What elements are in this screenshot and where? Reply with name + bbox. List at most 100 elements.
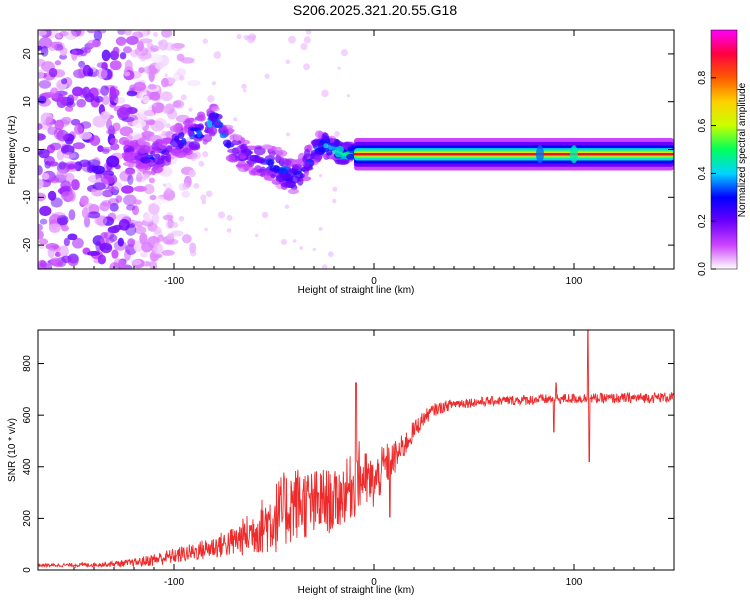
- signal-blob: [314, 130, 324, 139]
- signal-blob: [223, 142, 235, 148]
- snr-y-tick-label: 0: [22, 567, 33, 573]
- noise-speck: [193, 151, 202, 159]
- noise-blob: [47, 41, 57, 51]
- noise-blob: [109, 202, 119, 212]
- noise-blob: [111, 249, 119, 259]
- colorbar: 0.0 0.2 0.4 0.6 0.8 Normalized spectral ampl…: [697, 29, 748, 276]
- signal-blob: [126, 134, 133, 141]
- signal-blob: [267, 159, 274, 168]
- noise-blob: [109, 60, 122, 71]
- signal-blob: [335, 150, 341, 158]
- noise-blob: [82, 86, 91, 99]
- noise-blob: [109, 138, 119, 145]
- noise-speck: [233, 117, 238, 122]
- noise-blob: [89, 135, 101, 146]
- noise-speck: [241, 83, 247, 90]
- noise-blob: [71, 179, 80, 191]
- signal-blob: [233, 134, 242, 141]
- colorbar-scale: [710, 29, 738, 270]
- snr-axes: -100 0 100 0 200 400 600 800: [22, 330, 675, 588]
- noise-blob: [73, 124, 83, 135]
- noise-blob: [100, 174, 115, 185]
- noise-blob: [38, 133, 46, 141]
- snr-frame: [37, 329, 675, 571]
- signal-blob: [268, 151, 276, 157]
- noise-speck: [318, 226, 323, 231]
- noise-blob: [138, 67, 145, 74]
- noise-blob: [148, 202, 160, 215]
- noise-blob: [187, 79, 201, 87]
- page-title: S206.2025.321.20.55.G18: [292, 2, 458, 18]
- noise-blob: [76, 49, 84, 57]
- noise-blob: [66, 94, 75, 106]
- signal-blob: [240, 143, 248, 153]
- noise-blob: [143, 183, 155, 195]
- signal-blob: [219, 132, 228, 139]
- noise-speck: [303, 63, 310, 71]
- signal-blob: [175, 153, 187, 159]
- spectrogram-y-tick-label: 10: [22, 96, 33, 108]
- noise-blob: [51, 258, 64, 267]
- signal-blob: [334, 138, 341, 148]
- noise-blob: [109, 234, 118, 242]
- colorbar-title: Normalized spectral amplitude: [737, 82, 748, 217]
- noise-speck: [236, 34, 242, 40]
- noise-speck: [152, 102, 157, 107]
- noise-blob: [113, 96, 126, 104]
- signal-blob: [188, 117, 195, 122]
- noise-blob: [38, 45, 43, 51]
- noise-blob: [150, 45, 160, 52]
- signal-blob: [214, 120, 221, 126]
- noise-speck: [312, 247, 316, 252]
- signal-blob: [182, 147, 192, 154]
- noise-blob: [155, 62, 164, 70]
- signal-blob: [178, 142, 184, 149]
- signal-blob: [227, 148, 239, 154]
- noise-blob: [133, 240, 143, 253]
- noise-blob: [115, 195, 123, 203]
- noise-blob: [143, 213, 154, 222]
- noise-speck: [200, 194, 207, 201]
- noise-blob: [150, 54, 163, 63]
- noise-blob: [67, 233, 78, 241]
- noise-blob: [96, 68, 108, 80]
- noise-blob: [105, 237, 115, 244]
- signal-blob: [302, 155, 308, 163]
- noise-blob: [41, 172, 50, 180]
- noise-blob: [38, 230, 44, 240]
- noise-blob: [54, 119, 65, 131]
- noise-speck: [243, 89, 247, 93]
- noise-blob: [81, 207, 89, 219]
- signal-blob: [197, 111, 206, 118]
- noise-blob: [140, 109, 155, 121]
- snr-y-tick-label: 400: [22, 458, 33, 475]
- noise-blob: [78, 131, 93, 140]
- signal-blob: [154, 153, 161, 159]
- spectrogram-y-tick-label: -20: [22, 237, 33, 252]
- noise-speck: [161, 130, 167, 137]
- noise-speck: [182, 182, 190, 190]
- signal-blob: [225, 154, 236, 162]
- noise-speck: [217, 211, 226, 219]
- noise-blob: [65, 172, 75, 184]
- signal-blob: [196, 129, 202, 138]
- noise-blob: [61, 225, 69, 232]
- noise-blob: [123, 46, 132, 54]
- signal-blob: [321, 132, 329, 142]
- noise-blob: [97, 145, 104, 153]
- signal-blob: [304, 148, 311, 158]
- noise-blob: [59, 95, 68, 106]
- spectrogram-image: [38, 30, 674, 269]
- noise-blob: [54, 60, 62, 66]
- noise-blob: [68, 209, 76, 221]
- noise-blob: [92, 182, 106, 191]
- noise-speck: [261, 211, 269, 219]
- noise-blob: [45, 116, 54, 127]
- noise-blob: [65, 101, 76, 108]
- noise-blob: [38, 164, 43, 176]
- signal-blob: [208, 114, 218, 122]
- noise-blob: [124, 168, 136, 176]
- noise-speck: [211, 81, 217, 86]
- noise-speck: [165, 123, 172, 129]
